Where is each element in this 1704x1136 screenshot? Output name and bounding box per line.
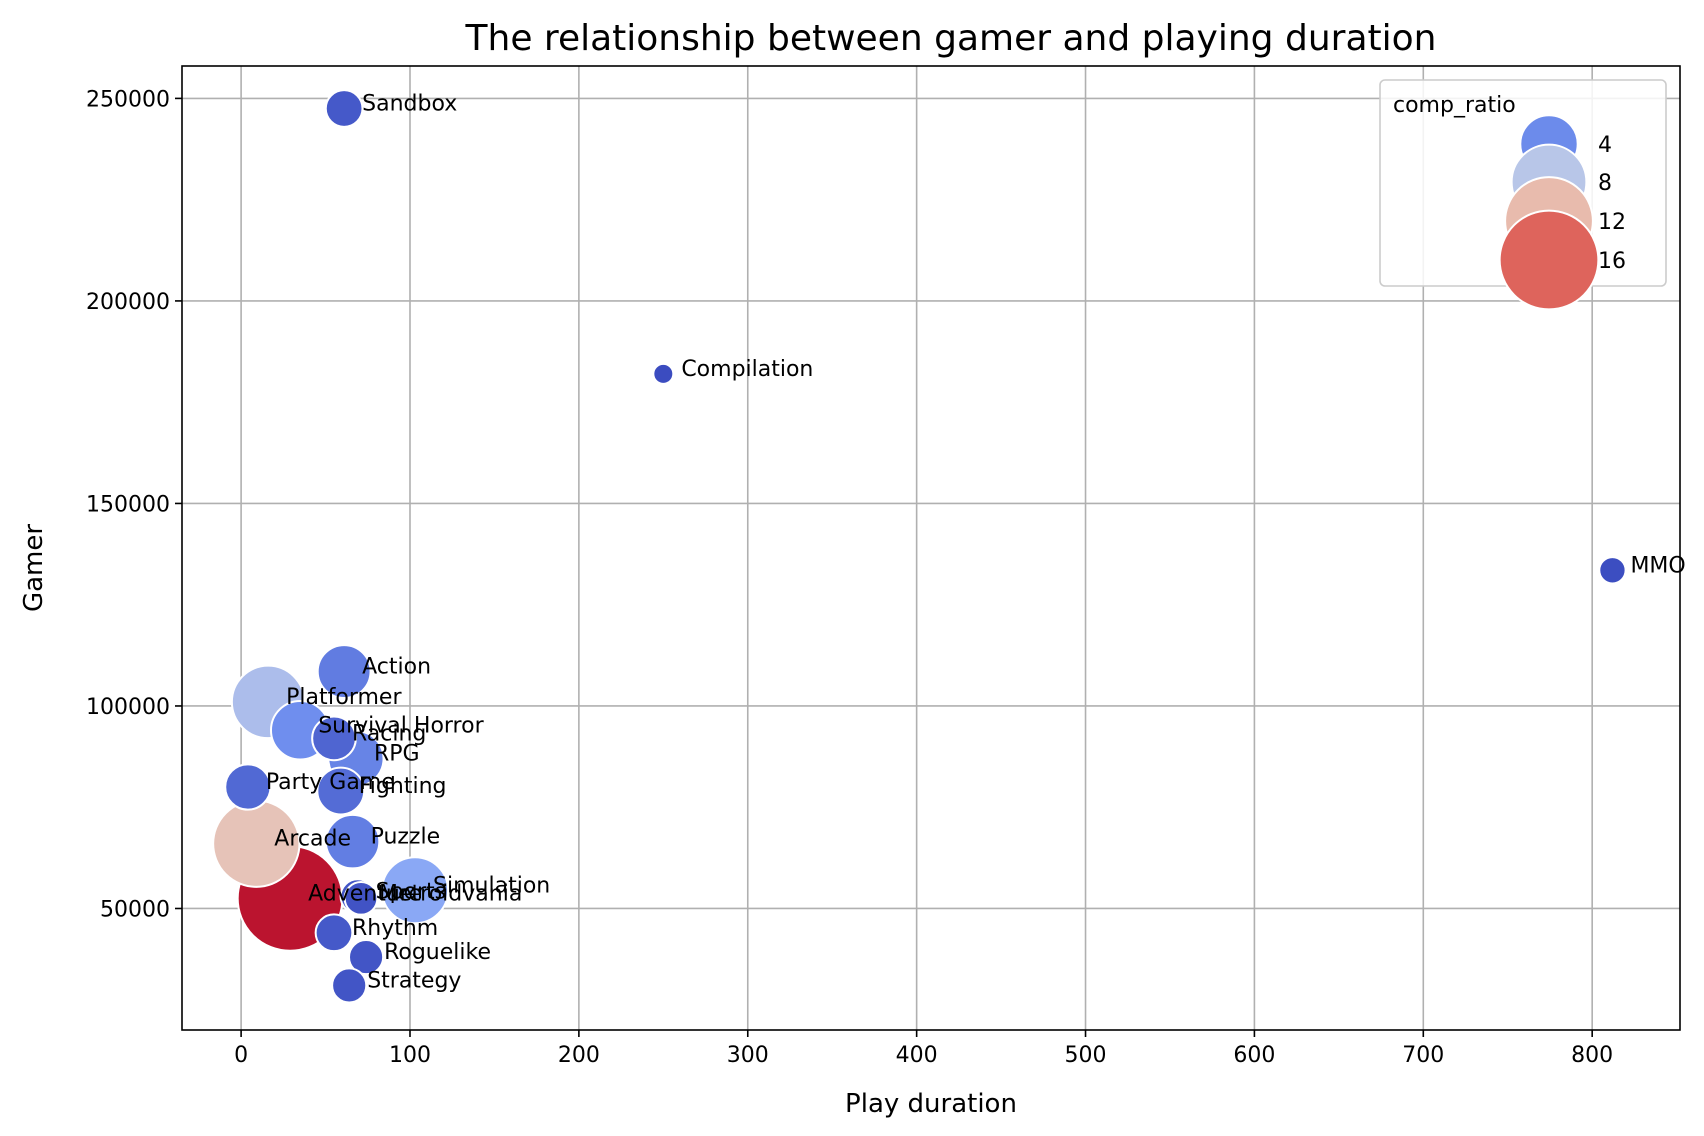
data-point <box>1598 556 1627 585</box>
data-point <box>348 939 385 976</box>
legend-title: comp_ratio <box>1393 93 1516 118</box>
data-point <box>311 715 357 762</box>
plot-frame <box>181 65 1681 1031</box>
data-point <box>314 913 354 953</box>
data-point <box>331 967 368 1004</box>
point-label: Survival Horror <box>318 713 484 738</box>
x-tick-label: 0 <box>234 1043 248 1068</box>
legend-entry-label: 16 <box>1598 249 1626 274</box>
y-tick-label: 50000 <box>100 897 170 922</box>
x-tick-label: 500 <box>1065 1043 1107 1068</box>
point-label: Adventure <box>308 881 422 906</box>
data-point <box>343 881 379 916</box>
point-label: RPG <box>374 742 420 767</box>
legend-entry-label: 4 <box>1598 133 1612 158</box>
point-label: Simulation <box>433 873 550 898</box>
point-label: Roguelike <box>384 940 491 965</box>
legend-entry-label: 8 <box>1598 171 1612 196</box>
x-axis-label: Play duration <box>845 1089 1017 1119</box>
y-axis-label: Gamer <box>19 524 49 612</box>
y-tick-label: 150000 <box>86 492 170 517</box>
point-label: Rhythm <box>352 916 438 941</box>
chart-title: The relationship between gamer and playi… <box>465 18 1437 59</box>
point-label: Compilation <box>681 357 813 382</box>
data-point <box>652 362 675 385</box>
point-label: Platformer <box>286 685 402 710</box>
data-point <box>316 644 372 699</box>
data-point <box>324 813 381 870</box>
x-tick-label: 300 <box>727 1043 769 1068</box>
legend-entry-label: 12 <box>1598 210 1626 235</box>
point-label: Party Game <box>266 770 395 795</box>
data-point <box>324 89 364 128</box>
legend: comp_ratio 4 8 12 16 <box>1379 79 1667 311</box>
y-tick-label: 250000 <box>86 87 170 112</box>
data-points <box>212 89 1627 1004</box>
point-label: Action <box>362 655 431 680</box>
y-tick-label: 200000 <box>86 290 170 315</box>
y-tick-label: 100000 <box>86 695 170 720</box>
data-point <box>381 856 450 925</box>
point-label: Puzzle <box>371 825 441 850</box>
point-label: Arcade <box>274 827 351 852</box>
point-labels: Sandbox Compilation MMO Action Platformer Sur… <box>266 92 1686 994</box>
point-label: Sports <box>376 879 447 904</box>
point-label: Racing <box>352 721 426 746</box>
x-tick-label: 200 <box>558 1043 600 1068</box>
point-label: Metroidvania <box>379 881 522 906</box>
x-tick-label: 800 <box>1571 1043 1613 1068</box>
x-tick-label: 100 <box>389 1043 431 1068</box>
legend-marker <box>1498 209 1600 311</box>
point-label: Fighting <box>359 774 447 799</box>
x-tick-label: 600 <box>1233 1043 1275 1068</box>
x-tick-label: 400 <box>896 1043 938 1068</box>
point-label: MMO <box>1630 553 1685 578</box>
axes: 0 100 200 300 400 500 600 700 800 50000 100000 1500… <box>86 65 1681 1068</box>
data-point <box>316 766 366 816</box>
point-label: Sandbox <box>362 92 457 117</box>
x-tick-label: 700 <box>1402 1043 1444 1068</box>
point-label: Strategy <box>367 968 461 993</box>
data-point <box>224 763 272 811</box>
